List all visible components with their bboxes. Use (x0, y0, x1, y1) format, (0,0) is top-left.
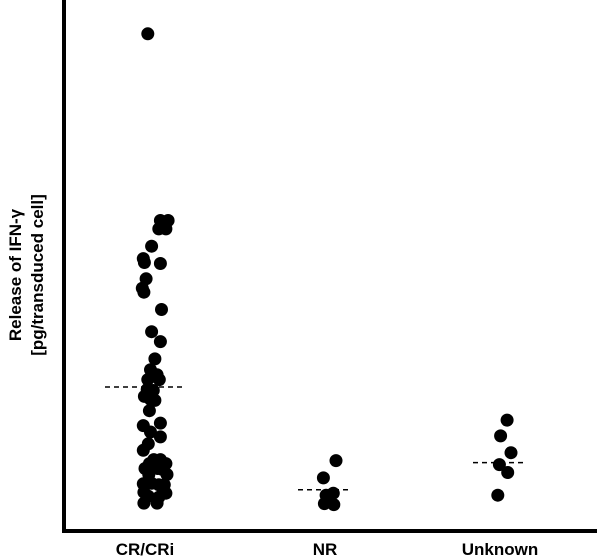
data-point-nr-4 (326, 486, 340, 500)
data-point-unknown-1 (500, 413, 514, 427)
data-point-nr-5 (317, 497, 331, 511)
y-axis-label-line-2: [pg/transduced cell] (28, 194, 47, 356)
data-point-cr-cri-5 (159, 222, 173, 236)
data-point-cr-cri-29 (144, 425, 157, 439)
axes-frame (62, 0, 597, 533)
data-point-cr-cri-8 (137, 256, 151, 269)
data-point-cr-cri-32 (136, 443, 150, 457)
x-axis-ticks: CR/CRi NR Unknown (116, 540, 539, 559)
data-point-cr-cri-16 (148, 352, 162, 366)
data-point-cr-cri-51 (150, 496, 164, 510)
data-point-cr-cri-9 (153, 257, 167, 270)
data-point-cr-cri-14 (145, 325, 159, 339)
data-point-cr-cri-26 (142, 404, 156, 418)
y-axis-label: Release of IFN-γ [pg/transduced cell] (6, 194, 47, 356)
data-point-cr-cri-1 (141, 27, 155, 41)
group-nr (298, 454, 352, 512)
data-point-unknown-6 (491, 488, 505, 502)
x-tick-label-cr-cri: CR/CRi (116, 540, 175, 559)
data-point-cr-cri-25 (148, 393, 162, 407)
data-point-cr-cri-6 (145, 239, 159, 253)
data-point-cr-cri-41 (160, 468, 174, 481)
plot-area (105, 27, 527, 512)
data-point-unknown-2 (494, 429, 508, 443)
data-point-cr-cri-20 (152, 373, 166, 387)
data-point-cr-cri-12 (137, 285, 151, 299)
data-point-unknown-3 (504, 446, 518, 460)
group-unknown (473, 413, 527, 502)
group-cr-cri (105, 27, 185, 510)
x-tick-label-unknown: Unknown (462, 540, 539, 559)
data-point-unknown-4 (492, 458, 506, 472)
data-point-nr-1 (329, 454, 343, 468)
data-point-cr-cri-27 (153, 416, 167, 430)
data-point-unknown-5 (501, 466, 515, 479)
data-point-cr-cri-15 (153, 335, 167, 349)
data-point-nr-2 (316, 471, 330, 485)
y-axis-label-line-1: Release of IFN-γ (6, 208, 25, 341)
data-point-cr-cri-50 (137, 496, 151, 510)
data-point-cr-cri-30 (153, 430, 167, 444)
data-point-nr-6 (327, 498, 341, 512)
data-point-cr-cri-13 (155, 303, 168, 316)
data-point-cr-cri-19 (141, 373, 155, 387)
x-tick-label-nr: NR (313, 540, 338, 559)
